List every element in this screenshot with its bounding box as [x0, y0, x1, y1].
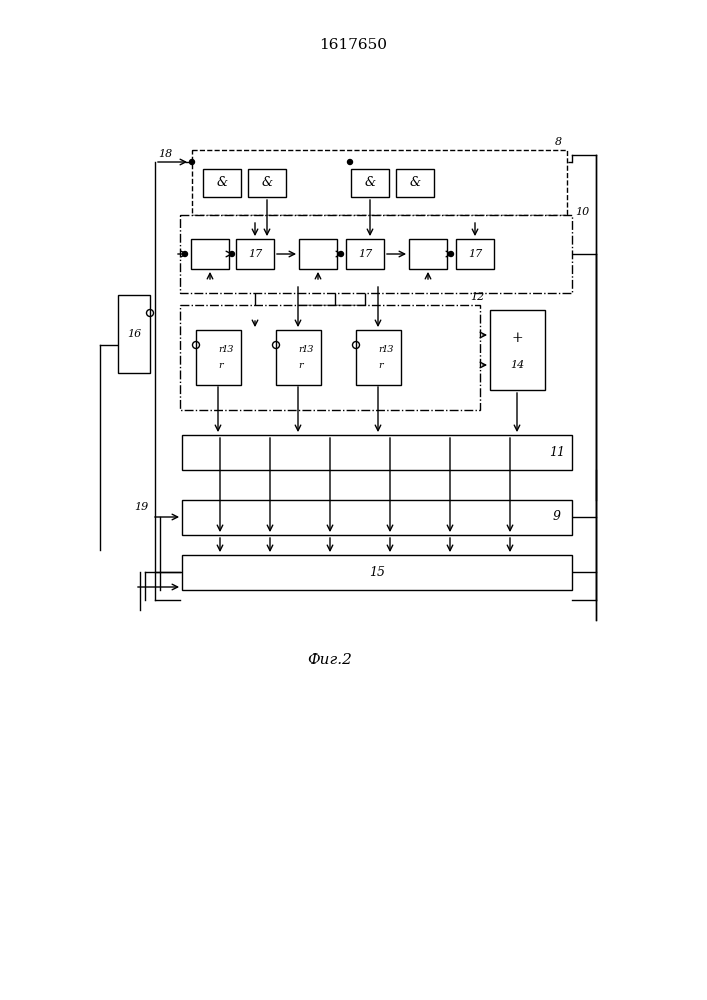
Bar [196, 330, 241, 385]
Bar [180, 305, 480, 410]
Text: Фиг.2: Фиг.2 [308, 653, 352, 667]
Bar [180, 215, 572, 293]
Text: +: + [511, 331, 522, 345]
Text: r: r [218, 344, 223, 354]
Circle shape [348, 159, 353, 164]
Circle shape [448, 251, 453, 256]
Bar [396, 169, 434, 197]
Text: 14: 14 [510, 360, 524, 370]
Text: 12: 12 [470, 292, 484, 302]
Bar [356, 330, 401, 385]
Bar [182, 500, 572, 535]
Bar [409, 239, 447, 269]
Text: r: r [298, 360, 303, 369]
Text: 9: 9 [553, 510, 561, 524]
Text: &: & [409, 176, 421, 190]
Bar [299, 239, 337, 269]
Circle shape [339, 251, 344, 256]
Bar [236, 239, 274, 269]
Bar [191, 239, 229, 269]
Circle shape [230, 251, 235, 256]
Text: 10: 10 [575, 207, 589, 217]
Text: 13: 13 [382, 344, 395, 354]
Text: r: r [379, 344, 383, 354]
Bar [346, 239, 384, 269]
Text: &: & [364, 176, 375, 190]
Text: &: & [216, 176, 228, 190]
Text: 17: 17 [358, 249, 372, 259]
Text: r: r [379, 360, 383, 369]
Text: 17: 17 [468, 249, 482, 259]
Text: 11: 11 [549, 446, 565, 458]
Bar [248, 169, 286, 197]
Text: 13: 13 [302, 344, 314, 354]
Text: 8: 8 [555, 137, 562, 147]
Text: &: & [262, 176, 273, 190]
Text: 18: 18 [158, 149, 172, 159]
Bar [118, 295, 150, 373]
Text: 1617650: 1617650 [319, 38, 387, 52]
Text: 19: 19 [134, 502, 148, 512]
Bar [490, 310, 545, 390]
Bar [182, 555, 572, 590]
Text: 16: 16 [127, 329, 141, 339]
Bar [192, 150, 567, 215]
Text: r: r [298, 344, 303, 354]
Text: 15: 15 [369, 566, 385, 578]
Bar [351, 169, 389, 197]
Circle shape [189, 159, 194, 164]
Bar [182, 435, 572, 470]
Bar [456, 239, 494, 269]
Bar [203, 169, 241, 197]
Bar [276, 330, 321, 385]
Text: 13: 13 [222, 344, 234, 354]
Text: r: r [218, 360, 223, 369]
Text: 17: 17 [248, 249, 262, 259]
Circle shape [182, 251, 187, 256]
